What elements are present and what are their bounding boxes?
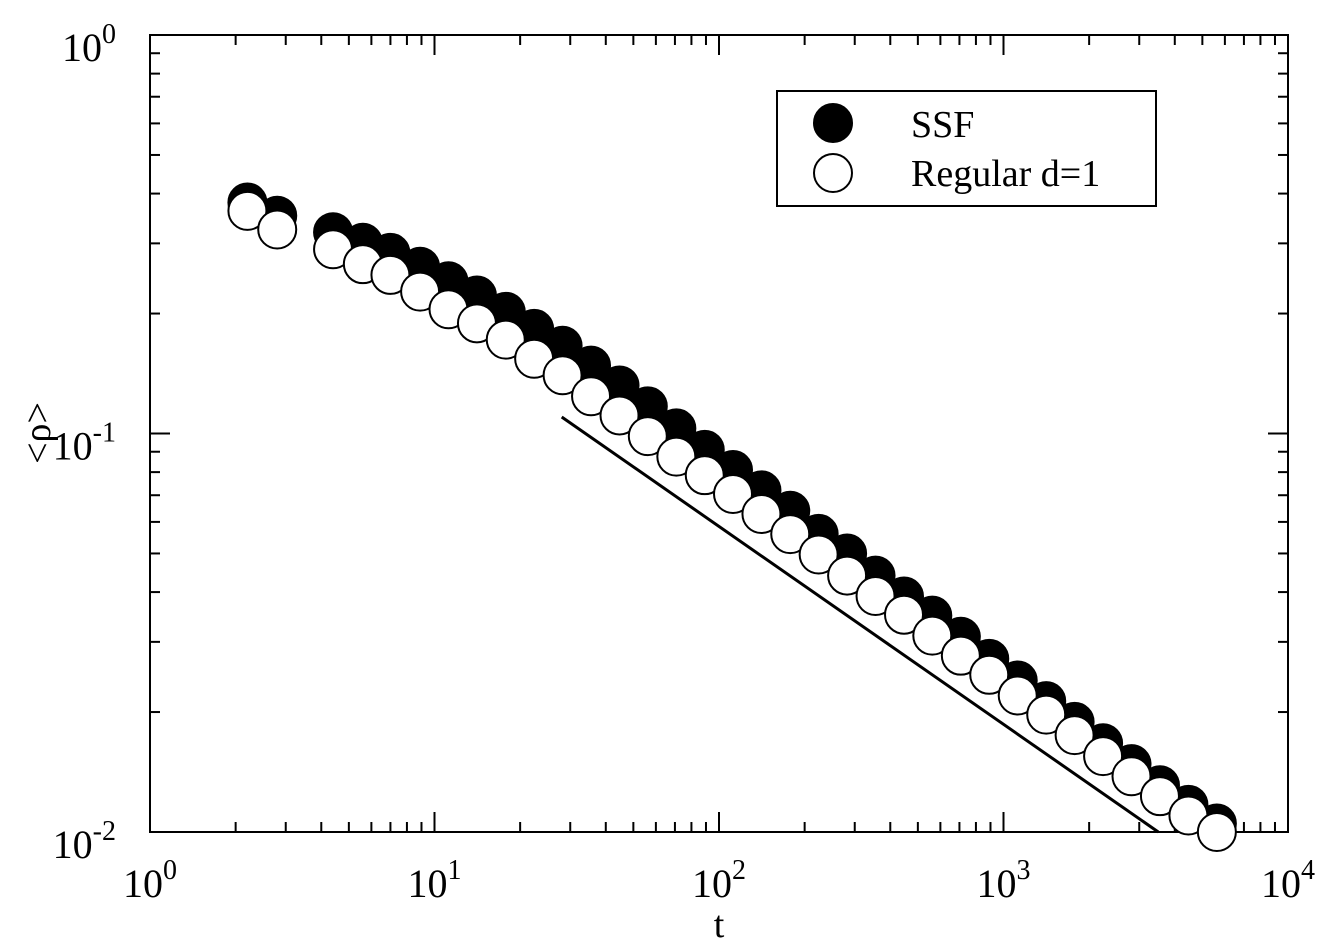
regular-point: [884, 594, 925, 635]
regular-point: [227, 190, 268, 231]
x-tick-label: 103: [977, 855, 1031, 906]
reference-line-group: [560, 415, 1160, 834]
regular-point: [969, 654, 1010, 695]
y-tick-label: 10-1: [53, 418, 116, 469]
tick-labels: 100 101 102 103 104 100 10-1 10-2: [53, 19, 1315, 906]
regular-point: [571, 376, 612, 417]
regular-point: [1026, 694, 1067, 735]
y-tick-label: 100: [62, 19, 116, 70]
regular-point: [741, 494, 782, 535]
regular-point: [599, 395, 640, 436]
regular-point: [770, 514, 811, 555]
major-ticks: [149, 34, 1289, 833]
regular-point: [713, 473, 754, 514]
series-group: [227, 182, 1237, 852]
x-tick-label: 100: [123, 855, 177, 906]
regular-point: [656, 436, 697, 477]
minor-ticks: [150, 35, 1288, 832]
y-axis-label: <ρ>: [17, 402, 59, 464]
regular-point: [1111, 756, 1152, 797]
regular-point: [485, 319, 526, 360]
regular-point: [827, 555, 868, 596]
x-axis-label: t: [714, 904, 725, 942]
regular-point: [912, 615, 953, 656]
x-tick-label: 101: [408, 855, 462, 906]
x-tick-label: 102: [692, 855, 746, 906]
regular-point: [1139, 776, 1180, 817]
legend-marker-ssf: [813, 103, 853, 143]
regular-point: [684, 455, 725, 496]
regular-point: [1196, 812, 1237, 852]
regular-point: [940, 635, 981, 676]
regular-point: [1054, 715, 1095, 756]
legend-label-ssf: SSF: [911, 104, 974, 146]
regular-point: [997, 675, 1038, 716]
regular-point: [798, 534, 839, 575]
legend: SSF Regular d=1: [776, 90, 1157, 207]
regular-point: [1083, 736, 1124, 777]
reference-line: [560, 415, 1160, 834]
legend-label-regular: Regular d=1: [911, 153, 1100, 195]
series-regular-d1: [227, 190, 1237, 852]
regular-point: [542, 355, 583, 396]
x-tick-label: 104: [1261, 855, 1315, 906]
regular-point: [855, 576, 896, 617]
y-tick-label: 10-2: [53, 816, 116, 867]
legend-marker-regular: [813, 153, 853, 193]
regular-point: [257, 209, 298, 250]
regular-point: [627, 416, 668, 457]
